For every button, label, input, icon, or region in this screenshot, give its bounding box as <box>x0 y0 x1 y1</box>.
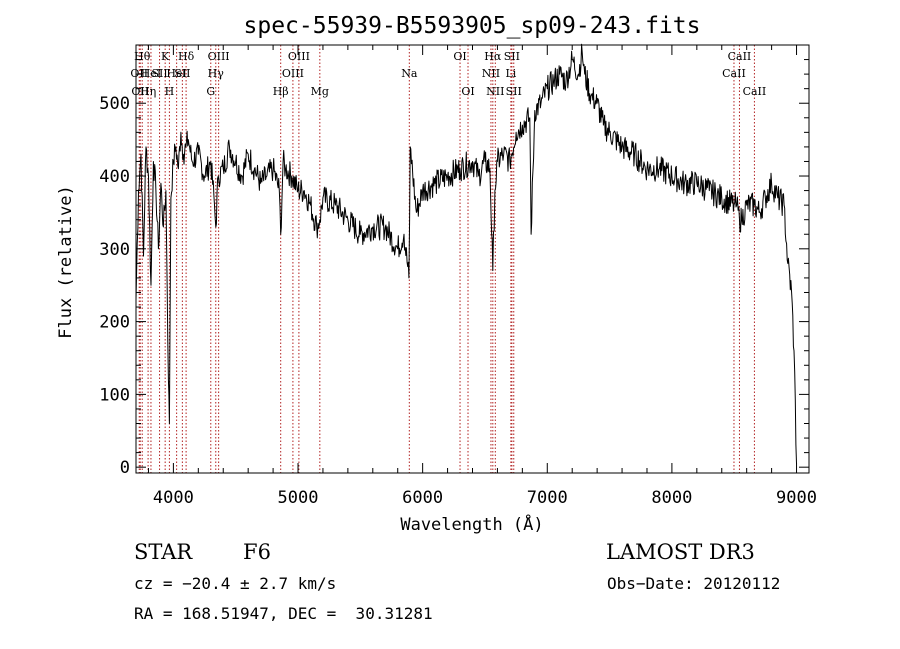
line-label-11: G <box>206 85 215 98</box>
line-label-17: Mg <box>311 85 329 98</box>
line-label-7: H <box>165 85 175 98</box>
line-label-26: SII <box>506 85 522 98</box>
y-tick-label-3: 300 <box>99 240 130 260</box>
line-label-13: OIII <box>208 50 230 63</box>
y-tick-label-2: 200 <box>99 313 130 333</box>
plot-frame <box>135 44 810 474</box>
x-tick-label-1: 5000 <box>278 488 319 508</box>
y-axis-label: Flux (relative) <box>56 185 76 339</box>
sky-coordinates: RA = 168.51947, DEC = 30.31281 <box>134 604 433 623</box>
x-tick-label-5: 9000 <box>776 488 817 508</box>
flux-series-line <box>135 43 797 464</box>
observation-date: Obs−Date: 20120112 <box>607 574 781 593</box>
object-class: STAR <box>134 540 193 564</box>
line-label-21: NII <box>482 67 500 80</box>
line-label-18: Na <box>401 67 418 80</box>
line-label-15: OIII <box>282 67 304 80</box>
line-label-14: Hβ <box>273 85 289 98</box>
line-label-25: SII <box>504 50 520 63</box>
y-axis-ticks: 0 100 200 300 400 500 <box>99 59 809 478</box>
line-label-3: Hη <box>140 85 156 98</box>
line-label-27: CaII <box>722 67 746 80</box>
survey-name: LAMOST DR3 <box>606 540 755 564</box>
redshift-velocity: cz = −20.4 ± 2.7 km/s <box>134 574 337 593</box>
x-tick-label-4: 8000 <box>651 488 692 508</box>
line-label-23: NII <box>486 85 504 98</box>
line-label-10: Hδ <box>178 50 195 63</box>
line-label-6: K <box>161 50 170 63</box>
chart-title: spec-55939-B5593905_sp09-243.fits <box>244 13 701 39</box>
x-tick-label-0: 4000 <box>153 488 194 508</box>
x-axis-ticks: 4000 5000 6000 7000 8000 9000 <box>147 45 817 508</box>
x-axis-label: Wavelength (Å) <box>400 513 543 535</box>
line-label-4: HeI <box>141 67 161 80</box>
line-label-29: CaII <box>743 85 767 98</box>
object-subclass: F6 <box>243 540 271 564</box>
x-tick-label-3: 7000 <box>527 488 568 508</box>
line-label-9: SII <box>174 67 190 80</box>
line-label-24: Li <box>505 67 516 80</box>
line-label-5: SII <box>151 67 167 80</box>
line-label-8: HeI <box>166 67 186 80</box>
line-label-20: OI <box>461 85 474 98</box>
y-tick-label-4: 400 <box>99 167 130 187</box>
line-label-12: Hγ <box>208 67 225 80</box>
line-labels: OIIOIIHθHηHeISIIKHHeISIIHδGHγOIIIHβOIIIO… <box>130 50 766 98</box>
line-label-22: Hα <box>484 50 502 63</box>
line-markers <box>138 45 755 473</box>
y-tick-label-0: 0 <box>120 458 130 478</box>
x-tick-label-2: 6000 <box>402 488 443 508</box>
line-label-16: OIII <box>288 50 310 63</box>
y-tick-label-1: 100 <box>99 385 130 405</box>
line-label-0: OII <box>130 67 148 80</box>
line-label-28: CaII <box>728 50 752 63</box>
line-label-2: Hθ <box>134 50 151 63</box>
line-label-19: OI <box>453 50 466 63</box>
y-tick-label-5: 500 <box>99 94 130 114</box>
